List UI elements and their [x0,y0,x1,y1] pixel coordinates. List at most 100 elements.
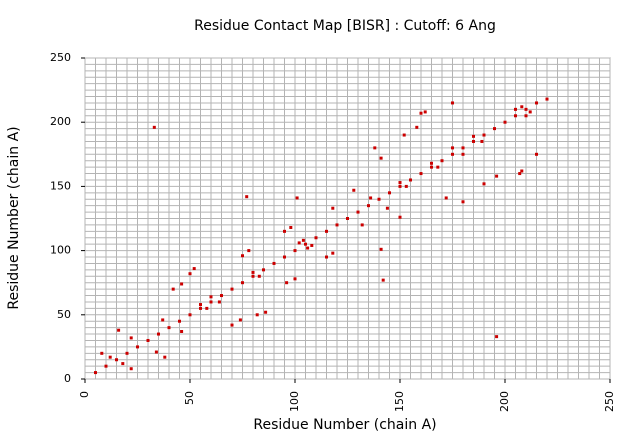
contact-point [480,139,484,143]
contact-point [352,188,356,192]
contact-point [157,332,160,336]
contact-point [306,246,310,250]
x-tick-label: 200 [498,391,511,412]
contact-point [514,114,517,118]
contact-point [115,358,118,362]
contact-point [495,335,499,339]
contact-point [419,172,423,176]
contact-point [146,338,150,342]
contact-point [171,287,175,291]
contact-point [444,196,448,200]
contact-point [161,318,165,322]
x-axis-label: Residue Number (chain A) [253,417,436,433]
contact-point [293,277,297,281]
contact-point [125,351,129,355]
contact-point [503,120,507,124]
contact-point [262,268,265,272]
contact-point [379,247,383,251]
contact-point [404,184,408,188]
contact-point [94,371,97,375]
contact-point [180,282,184,286]
contact-point [188,313,192,317]
contact-point [398,181,402,185]
contact-point [514,107,517,111]
contact-point [415,125,419,129]
contact-point [325,255,328,259]
contact-point [436,165,440,169]
contact-point [136,345,139,349]
contact-point [325,229,328,233]
contact-point [331,206,335,210]
contact-point [398,215,402,219]
y-tick-label: 250 [50,51,71,64]
x-tick-label: 100 [288,391,301,412]
contact-point [360,223,364,227]
contact-point [461,152,465,156]
contact-point [297,241,301,245]
contact-point [152,125,156,129]
contact-point [205,306,209,310]
contact-point [472,139,475,143]
y-tick-label: 0 [64,372,71,385]
contact-point [314,236,318,240]
contact-point [451,101,454,105]
contact-point [121,362,125,366]
contact-point [385,206,389,210]
contact-point [192,267,196,271]
chart-title: Residue Contact Map [BISR] : Cutoff: 6 A… [194,18,496,34]
contact-point [409,178,412,182]
y-tick-label: 100 [50,244,71,257]
contact-point [461,146,465,150]
contact-point [230,323,234,327]
contact-point [255,313,259,317]
contact-point [440,159,444,163]
contact-point [310,243,314,247]
contact-point [245,195,249,199]
contact-point [482,133,486,137]
contact-point [180,329,184,333]
contact-point [289,225,293,229]
contact-point [163,355,167,359]
x-tick-label: 0 [78,391,91,398]
contact-point [520,105,524,109]
contact-point [472,134,475,138]
contact-point [217,300,221,304]
contact-point [283,255,286,259]
contact-point [402,133,406,137]
contact-point [520,169,524,173]
contact-point [283,229,286,233]
contact-point [301,238,305,242]
contact-point [524,114,528,118]
contact-point [178,319,181,323]
contact-point [241,254,244,258]
contact-point [493,127,496,131]
contact-point [373,146,377,150]
contact-point [117,328,121,332]
x-tick-label: 150 [393,391,406,412]
contact-point [293,249,297,253]
contact-point [346,217,349,220]
contact-point [535,152,538,156]
x-tick-label: 50 [183,391,196,405]
x-tick-label: 250 [603,391,616,412]
contact-point [430,165,433,169]
contact-point [295,196,299,200]
contact-point [356,210,360,214]
contact-point [335,223,339,227]
contact-point [482,182,486,186]
contact-point [369,196,373,200]
contact-point [398,184,402,188]
contact-point [524,107,528,111]
contact-point [209,300,213,304]
contact-point [108,355,112,359]
contact-point [461,200,465,204]
contact-point [251,274,255,278]
contact-point [199,303,202,307]
contact-point [381,278,385,282]
contact-point [247,249,251,253]
y-tick-label: 150 [50,179,71,192]
contact-point [251,270,255,274]
y-tick-label: 50 [57,308,71,321]
contact-point [285,281,289,285]
